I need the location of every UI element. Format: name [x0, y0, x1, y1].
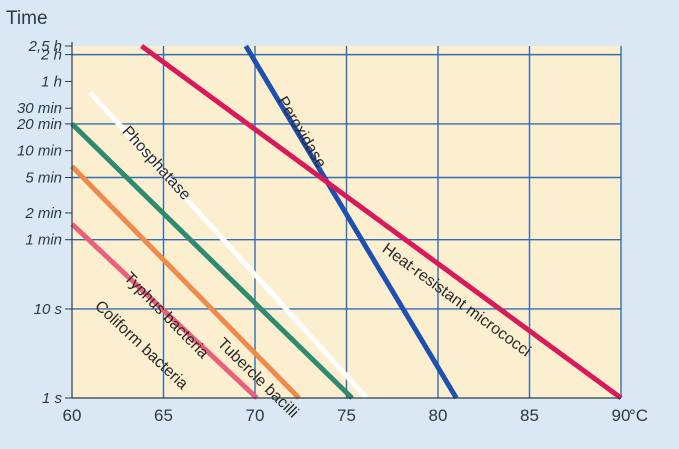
- series-line: [140, 43, 623, 401]
- series-line: [70, 122, 354, 400]
- y-tick-label: 1 s: [42, 390, 63, 407]
- y-tick-label: 10 s: [34, 301, 63, 318]
- y-axis-title: Time: [6, 8, 48, 29]
- x-tick-label: 85: [520, 406, 539, 425]
- x-tick-label: 80: [429, 406, 448, 425]
- grid-layer: [72, 46, 622, 398]
- series-line: [243, 44, 459, 400]
- series-line: [70, 222, 259, 400]
- y-tick-label: 5 min: [25, 169, 62, 186]
- x-tick-label: 65: [154, 406, 173, 425]
- x-tick-label: 70: [246, 406, 265, 425]
- y-tick-label: 30 min: [17, 100, 62, 117]
- y-tick-label: 10 min: [17, 143, 62, 160]
- x-tick-label: 90: [612, 406, 631, 425]
- y-tick-label: 2,5 h: [28, 38, 62, 55]
- series-layer: [70, 43, 623, 401]
- axis-layer: Time °C 60 65 70 75 80 85 902,5 h2 h1 h30 min2…: [6, 8, 648, 425]
- y-tick-label: 2 h: [40, 47, 62, 64]
- y-tick-label: 1 min: [25, 232, 62, 249]
- series-line: [88, 90, 369, 400]
- y-tick-label: 2 min: [24, 205, 62, 222]
- x-tick-label: 60: [63, 406, 82, 425]
- x-axis-unit: °C: [629, 406, 648, 425]
- y-tick-label: 20 min: [16, 116, 62, 133]
- y-tick-label: 1 h: [41, 73, 62, 90]
- x-tick-label: 75: [337, 406, 356, 425]
- series-line: [70, 164, 301, 400]
